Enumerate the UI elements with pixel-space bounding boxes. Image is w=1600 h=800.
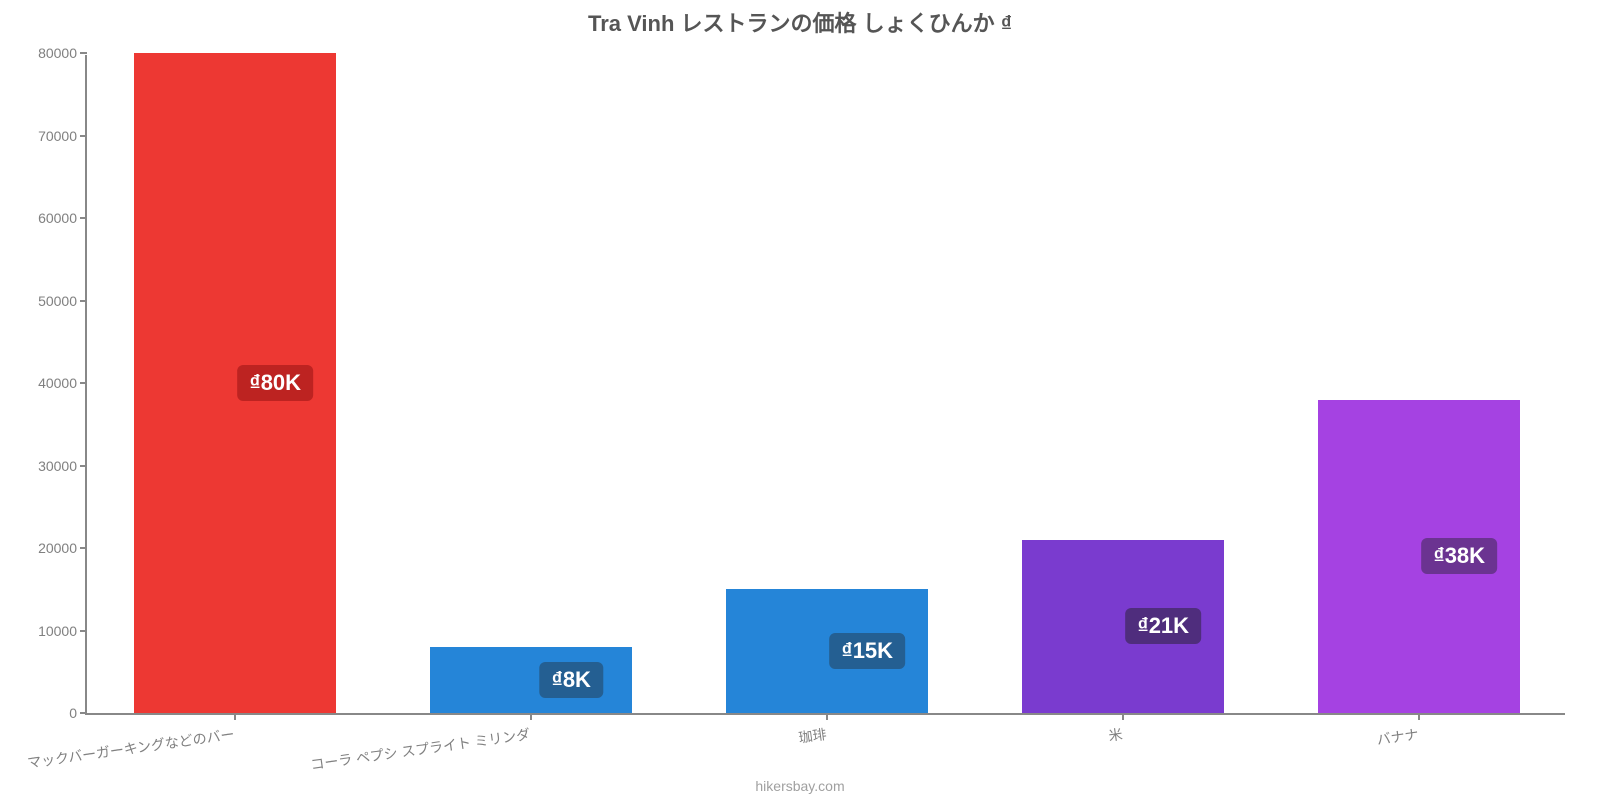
y-tick-label: 0 <box>15 705 87 721</box>
chart-container: Tra Vinh レストランの価格 しょくひんか ₫ ₫80K ₫8K ₫15K ₫2… <box>0 0 1600 800</box>
y-tick-label: 70000 <box>15 128 87 144</box>
x-tick-label: 珈琲 <box>797 724 828 748</box>
y-tick-label: 80000 <box>15 45 87 61</box>
chart-credit: hikersbay.com <box>0 778 1600 794</box>
x-tick-label: 米 <box>1107 724 1124 746</box>
x-tick-label: コーラ ペプシ スプライト ミリンダ <box>309 724 531 775</box>
y-tick-label: 10000 <box>15 623 87 639</box>
bar-slot: ₫15K <box>726 53 927 713</box>
x-axis-labels: マックバーガーキングなどのバーコーラ ペプシ スプライト ミリンダ珈琲米バナナ <box>85 718 1565 778</box>
y-tick-label: 40000 <box>15 375 87 391</box>
y-tick-mark <box>80 217 87 219</box>
bar-slot: ₫21K <box>1022 53 1223 713</box>
y-tick-label: 60000 <box>15 210 87 226</box>
y-tick-label: 30000 <box>15 458 87 474</box>
y-tick-mark <box>80 135 87 137</box>
bars-layer: ₫80K ₫8K ₫15K ₫21K ₫38K <box>87 55 1565 713</box>
y-tick-mark <box>80 465 87 467</box>
y-tick-mark <box>80 52 87 54</box>
y-tick-mark <box>80 630 87 632</box>
bar-value-badge: ₫38K <box>1421 538 1497 574</box>
y-tick-mark <box>80 382 87 384</box>
bar-slot: ₫38K <box>1318 53 1519 713</box>
y-tick-label: 20000 <box>15 540 87 556</box>
x-tick-label: マックバーガーキングなどのバー <box>26 724 236 773</box>
y-tick-mark <box>80 547 87 549</box>
chart-title: Tra Vinh レストランの価格 しょくひんか ₫ <box>0 6 1600 38</box>
bar-value-badge: ₫21K <box>1125 608 1201 644</box>
bar-value-badge: ₫80K <box>237 365 313 401</box>
bar-value-badge: ₫15K <box>829 633 905 669</box>
plot-area: ₫80K₫8K₫15K₫21K₫38K 01000020000300004000… <box>85 55 1565 715</box>
y-tick-label: 50000 <box>15 293 87 309</box>
bar-value-badge: ₫8K <box>540 662 603 698</box>
bar-slot: ₫8K <box>430 53 631 713</box>
y-tick-mark <box>80 300 87 302</box>
x-tick-label: バナナ <box>1375 724 1419 750</box>
bar-slot: ₫80K <box>134 53 335 713</box>
y-tick-mark <box>80 712 87 714</box>
